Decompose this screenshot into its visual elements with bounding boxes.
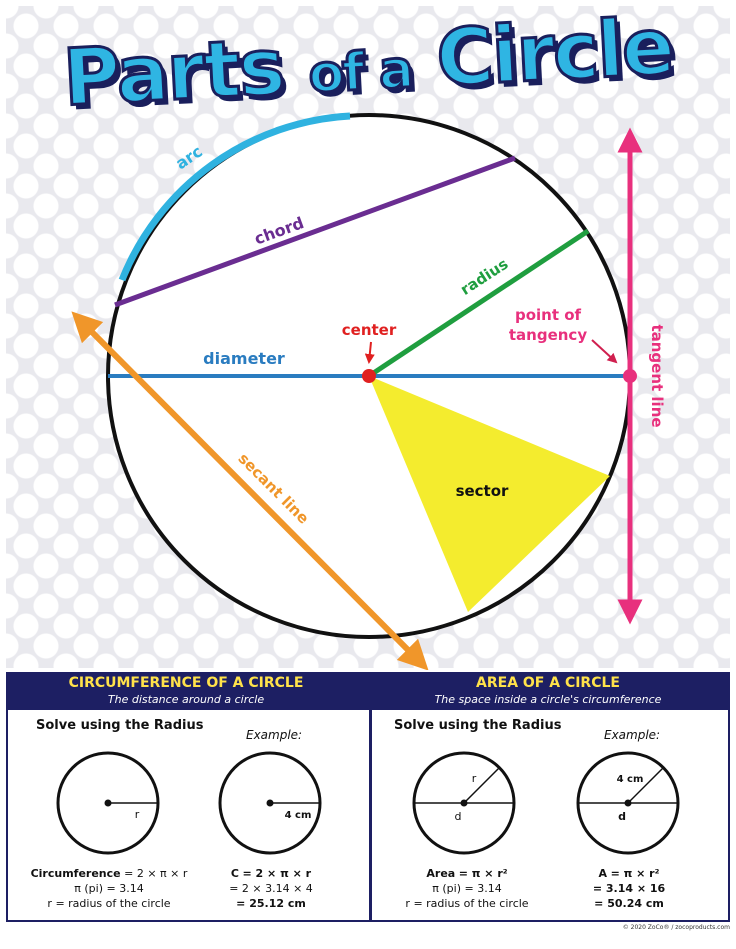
area-example-line2: = 3.14 × 16 <box>592 882 666 895</box>
area-d-label: d <box>455 810 462 823</box>
circumference-example-label: Example: <box>246 728 303 742</box>
area-formula-line1: Area = π × r² <box>426 867 508 880</box>
circumference-heading: CIRCUMFERENCE OF A CIRCLE <box>68 675 304 691</box>
point-of-tangency-label-line2: tangency <box>509 326 587 344</box>
point-of-tangency-dot <box>623 369 637 383</box>
area-example-d-label: d <box>618 810 626 823</box>
circumference-example-line2: = 2 × 3.14 × 4 <box>229 882 313 895</box>
circumference-example-line1: C = 2 × π × r <box>230 867 312 880</box>
circumference-heading-block: CIRCUMFERENCE OF A CIRCLE The distance a… <box>6 672 366 706</box>
tangency-pointer <box>591 339 618 364</box>
arc-label: arc <box>172 142 206 174</box>
area-4cm-label: 4 cm <box>617 774 644 785</box>
area-example-line3: = 50.24 cm <box>594 897 664 910</box>
area-radius-circle: r d <box>412 751 516 855</box>
circumference-formula: Circumference = 2 × π × r π (pi) = 3.14 … <box>24 866 194 911</box>
arc-stroke <box>118 112 351 282</box>
circumference-subheading: The distance around a circle <box>107 693 265 706</box>
area-example-work: A = π × r² = 3.14 × 16 = 50.24 cm <box>544 866 714 911</box>
area-formula-line2: π (pi) = 3.14 <box>432 882 502 895</box>
center-label: center <box>342 321 397 339</box>
circumference-formula-line3: r = radius of the circle <box>47 897 171 910</box>
copyright-footer: © 2020 ZoCo® / zocoproducts.com <box>622 924 730 931</box>
circumference-example-circle: 4 cm <box>218 751 322 855</box>
panel-divider <box>369 710 372 920</box>
circumference-radius-circle: r <box>56 751 160 855</box>
center-pointer <box>364 341 375 364</box>
area-heading: AREA OF A CIRCLE <box>476 675 620 691</box>
point-of-tangency-label-line1: point of <box>515 306 582 324</box>
circumference-4cm-label: 4 cm <box>285 810 312 821</box>
center-dot <box>362 369 376 383</box>
circumference-example-work: C = 2 × π × r = 2 × 3.14 × 4 = 25.12 cm <box>186 866 356 911</box>
area-subheading: The space inside a circle's circumferenc… <box>434 693 662 706</box>
circumference-formula-line1: Circumference = 2 × π × r <box>30 867 188 880</box>
area-formula-line3: r = radius of the circle <box>405 897 529 910</box>
area-formula: Area = π × r² π (pi) = 3.14 r = radius o… <box>382 866 552 911</box>
tangent-line-label: tangent line <box>648 324 666 427</box>
area-heading-block: AREA OF A CIRCLE The space inside a circ… <box>368 672 728 706</box>
circumference-formula-line2: π (pi) = 3.14 <box>74 882 144 895</box>
sector-wedge <box>369 376 610 612</box>
sector-label: sector <box>456 482 509 500</box>
diameter-label: diameter <box>203 349 285 368</box>
area-example-circle: 4 cm d <box>576 751 680 855</box>
circumference-solve-label: Solve using the Radius <box>36 718 204 733</box>
area-r-label: r <box>472 772 477 785</box>
circumference-example-line3: = 25.12 cm <box>236 897 306 910</box>
area-example-label: Example: <box>604 728 661 742</box>
circumference-r-label: r <box>135 808 140 821</box>
circle-diagram: arc chord radius center diameter point o… <box>71 112 666 670</box>
area-solve-label: Solve using the Radius <box>394 718 562 733</box>
secant-line <box>71 311 429 670</box>
chord-line <box>114 155 516 308</box>
formula-header-band: CIRCUMFERENCE OF A CIRCLE The distance a… <box>6 672 730 710</box>
area-example-line1: A = π × r² <box>598 867 660 880</box>
formula-panels: Solve using the Radius Example: r 4 cm C… <box>6 710 730 922</box>
